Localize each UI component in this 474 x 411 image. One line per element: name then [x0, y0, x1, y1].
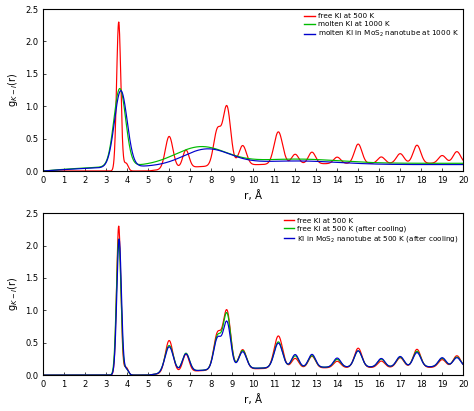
- Y-axis label: g$_{K-I}$(r): g$_{K-I}$(r): [6, 73, 19, 107]
- X-axis label: r, Å: r, Å: [244, 395, 262, 405]
- X-axis label: r, Å: r, Å: [244, 190, 262, 201]
- Y-axis label: g$_{K-I}$(r): g$_{K-I}$(r): [6, 277, 19, 311]
- Legend: free KI at 500 K, molten KI at 1000 K, molten KI in MoS$_2$ nanotube at 1000 K: free KI at 500 K, molten KI at 1000 K, m…: [301, 11, 462, 42]
- Legend: free KI at 500 K, free KI at 500 K (after cooling), KI in MoS$_2$ nanotube at 50: free KI at 500 K, free KI at 500 K (afte…: [281, 215, 462, 247]
